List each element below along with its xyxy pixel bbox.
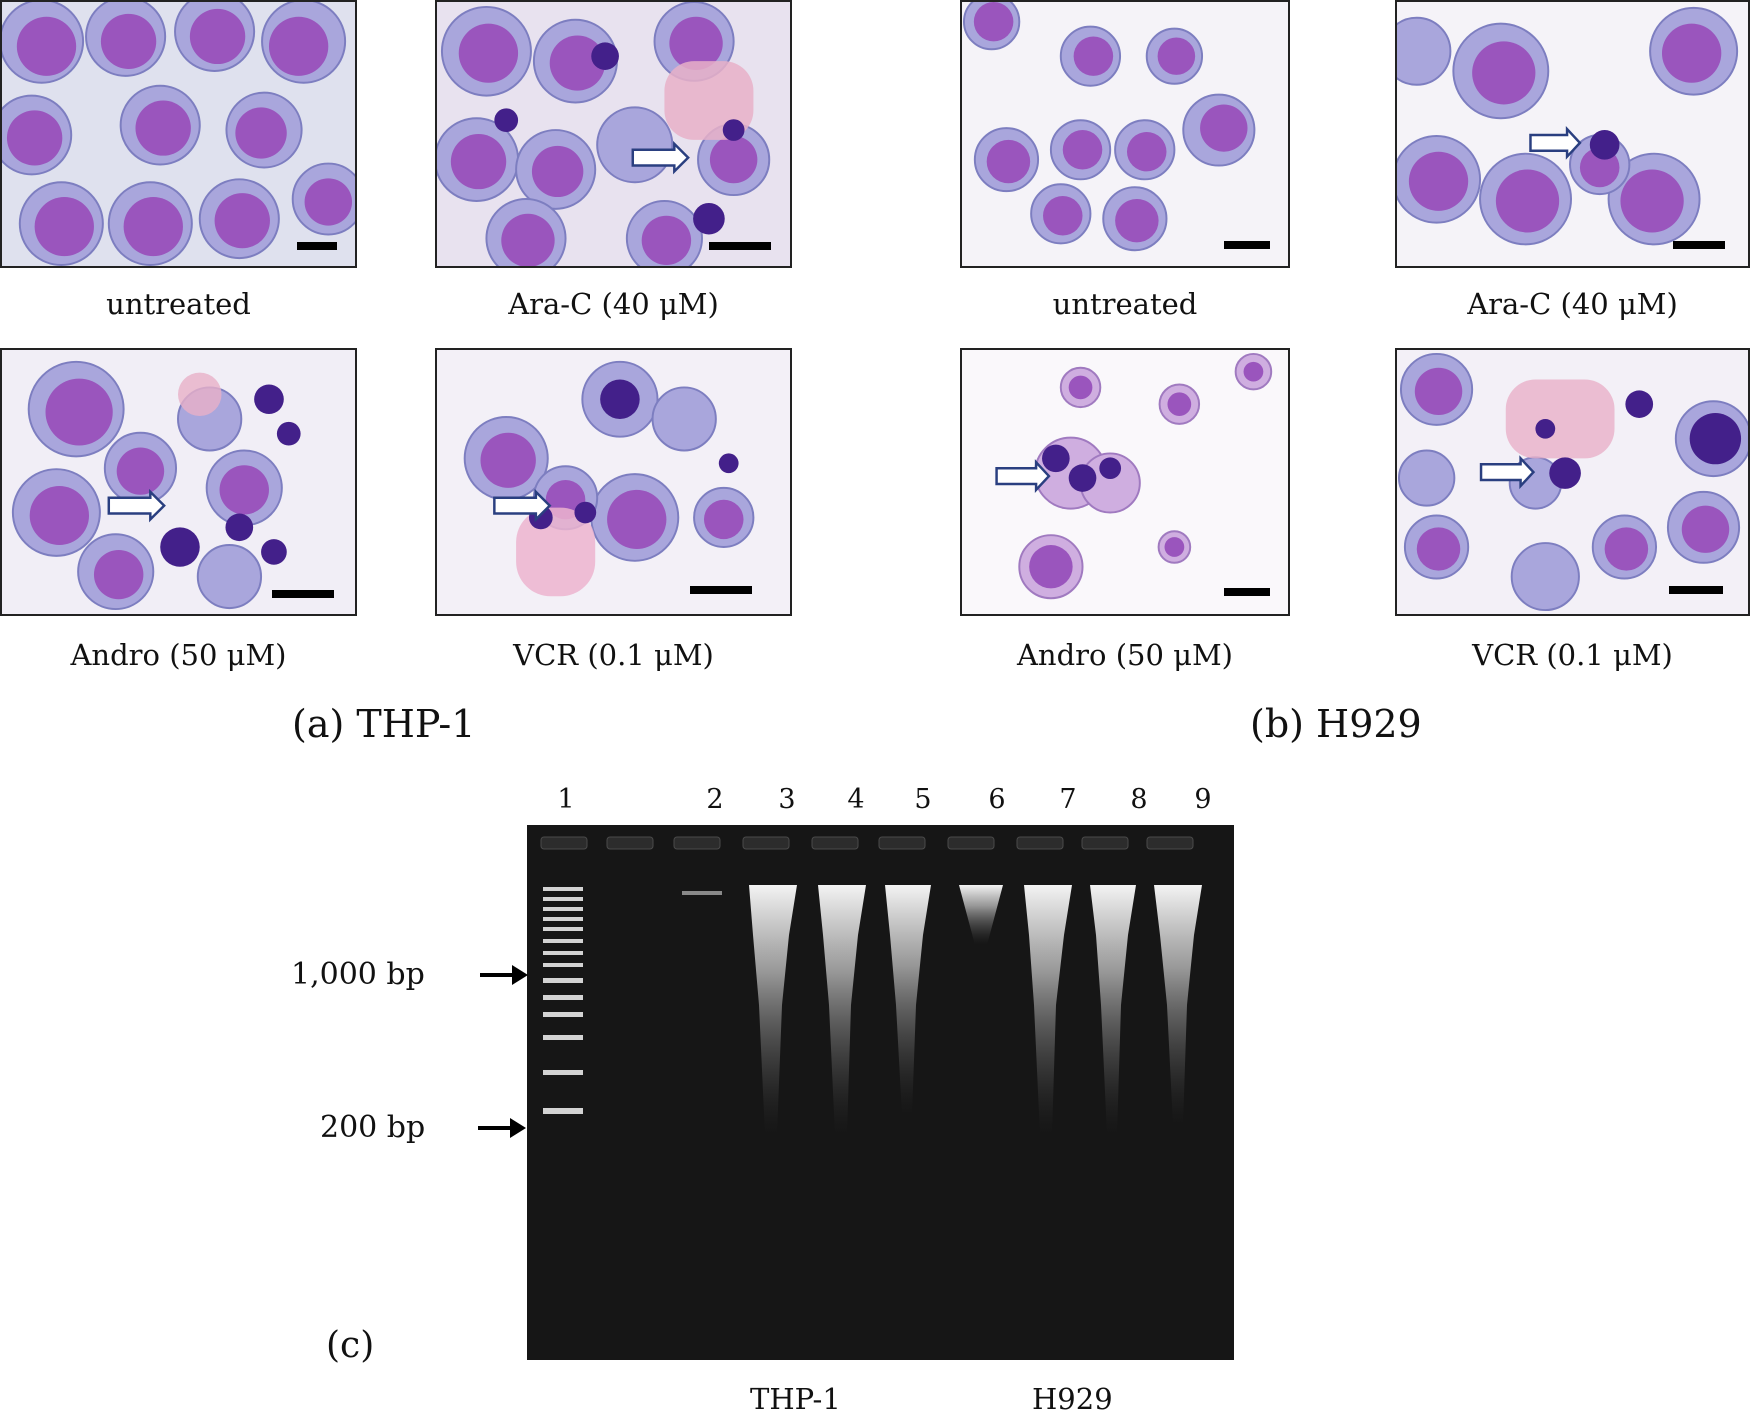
micrograph-svg <box>1397 2 1748 266</box>
h929-untreated-caption: untreated <box>1052 287 1198 321</box>
lane-number: 9 <box>1194 784 1212 815</box>
size-marker-1000bp: 1,000 bp <box>291 957 425 992</box>
h929-andro-caption: Andro (50 μM) <box>1016 638 1233 672</box>
lane-number: 4 <box>847 784 865 815</box>
micrograph-svg <box>1397 350 1748 614</box>
lane-number: 1 <box>557 784 575 815</box>
thp1-untreated-micrograph <box>0 0 357 268</box>
h929-untreated-micrograph <box>960 0 1290 268</box>
micrograph-svg <box>2 2 355 266</box>
size-marker-arrow <box>478 1118 526 1138</box>
h929-andro-micrograph <box>960 348 1290 616</box>
dna-ladder-gel-image <box>527 825 1234 1360</box>
scale-bar <box>1673 241 1725 249</box>
thp1-andro-caption: Andro (50 μM) <box>70 638 287 672</box>
size-marker-200bp: 200 bp <box>320 1110 426 1145</box>
thp1-untreated-caption: untreated <box>106 287 251 321</box>
lane-number: 3 <box>778 784 796 815</box>
thp1-vcr-caption: VCR (0.1 μM) <box>513 638 714 672</box>
h929-vcr-caption: VCR (0.1 μM) <box>1472 638 1673 672</box>
h929-vcr-micrograph <box>1395 348 1750 616</box>
thp1-vcr-micrograph <box>435 348 792 616</box>
gel-svg <box>540 836 1202 1135</box>
scale-bar <box>1224 588 1270 596</box>
h929-arac-caption: Ara-C (40 μM) <box>1467 287 1678 321</box>
thp1-arac-caption: Ara-C (40 μM) <box>508 287 719 321</box>
micrograph-svg <box>962 350 1288 614</box>
micrograph-svg <box>2 350 355 614</box>
gel-group-label-h929: H929 <box>1032 1382 1113 1416</box>
micrograph-svg <box>962 2 1288 266</box>
size-marker-arrow <box>480 965 528 985</box>
h929-arac-micrograph <box>1395 0 1750 268</box>
scale-bar <box>690 586 752 594</box>
lane-number: 7 <box>1059 784 1077 815</box>
scale-bar <box>1669 586 1723 594</box>
micrograph-svg <box>437 350 790 614</box>
micrograph-svg <box>437 2 790 266</box>
gel-group-label-thp1: THP-1 <box>750 1382 841 1416</box>
ladder-bands <box>543 887 583 1114</box>
scale-bar <box>272 590 334 598</box>
lane-number: 5 <box>914 784 932 815</box>
scale-bar <box>1224 241 1270 249</box>
scale-bar <box>297 242 337 250</box>
subfigure-label-a: (a) THP-1 <box>292 702 476 746</box>
lane-number: 8 <box>1130 784 1148 815</box>
scale-bar <box>709 242 771 250</box>
lane-number: 6 <box>988 784 1006 815</box>
subfigure-label-c: (c) <box>326 1325 375 1366</box>
subfigure-label-b: (b) H929 <box>1250 702 1422 746</box>
thp1-arac-micrograph <box>435 0 792 268</box>
thp1-andro-micrograph <box>0 348 357 616</box>
lane-number: 2 <box>706 784 724 815</box>
